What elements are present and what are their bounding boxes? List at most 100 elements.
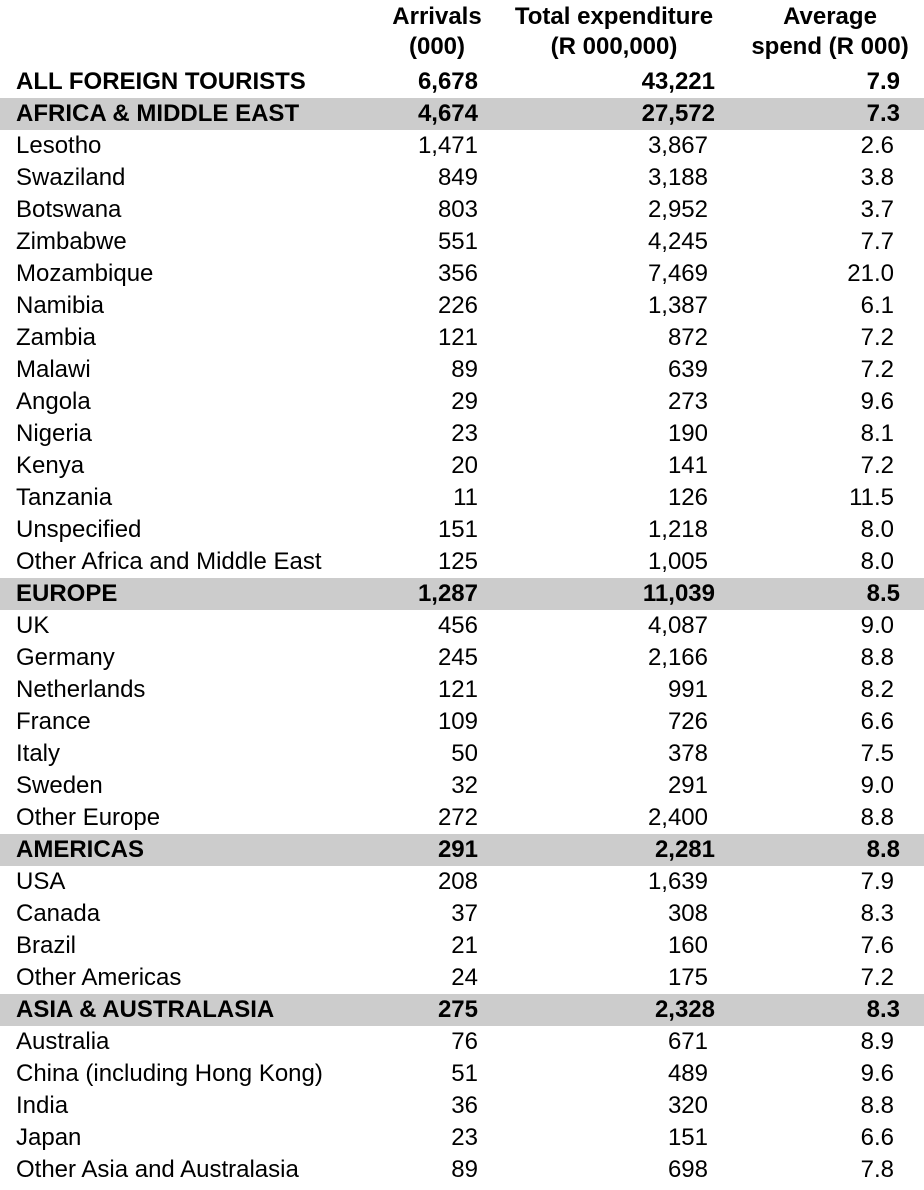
total-expenditure-value: 2,328 — [654, 996, 715, 1023]
header-arrivals: Arrivals (000) — [392, 3, 482, 60]
arrivals-value: 121 — [437, 324, 478, 351]
table-row: Tanzania 11 126 11.5 — [0, 482, 924, 514]
arrivals-value: 6,678 — [417, 68, 478, 95]
table-row: Lesotho 1,471 3,867 2.6 — [0, 130, 924, 162]
average-spend-value: 8.8 — [866, 836, 900, 863]
row-label: India — [16, 1092, 69, 1119]
row-label: AFRICA & MIDDLE EAST — [16, 100, 300, 127]
total-expenditure-value: 3,188 — [647, 164, 708, 191]
table-row: Netherlands 121 991 8.2 — [0, 674, 924, 706]
region-row: AFRICA & MIDDLE EAST 4,674 27,572 7.3 — [0, 98, 924, 130]
average-spend-value: 8.1 — [860, 420, 894, 447]
table-row: China (including Hong Kong) 51 489 9.6 — [0, 1058, 924, 1090]
arrivals-value: 151 — [437, 516, 478, 543]
average-spend-value: 6.6 — [860, 708, 894, 735]
total-expenditure-value: 2,166 — [647, 644, 708, 671]
average-spend-value: 7.9 — [866, 68, 900, 95]
total-expenditure-value: 175 — [667, 964, 708, 991]
row-label: China (including Hong Kong) — [16, 1060, 323, 1087]
row-label: Brazil — [16, 932, 77, 959]
average-spend-value: 8.8 — [860, 1092, 894, 1119]
total-expenditure-value: 43,221 — [641, 68, 715, 95]
row-label: Mozambique — [16, 260, 154, 287]
arrivals-value: 456 — [437, 612, 478, 639]
average-spend-value: 21.0 — [847, 260, 894, 287]
average-spend-value: 7.2 — [860, 452, 894, 479]
total-expenditure-value: 2,400 — [647, 804, 708, 831]
row-label: Australia — [16, 1028, 110, 1055]
table-header: Arrivals (000) Total expenditure (R 000,… — [0, 0, 924, 66]
row-label: Malawi — [16, 356, 91, 383]
row-label: Italy — [16, 740, 61, 767]
row-label: Other Asia and Australasia — [16, 1156, 299, 1183]
row-label: Netherlands — [16, 676, 146, 703]
arrivals-value: 23 — [451, 1124, 478, 1151]
header-total-expenditure: Total expenditure (R 000,000) — [514, 3, 714, 60]
row-label: Canada — [16, 900, 101, 927]
table-row: Other Africa and Middle East 125 1,005 8.0 — [0, 546, 924, 578]
arrivals-value: 803 — [437, 196, 478, 223]
average-spend-value: 8.8 — [860, 804, 894, 831]
row-label: EUROPE — [16, 580, 118, 607]
total-expenditure-value: 320 — [667, 1092, 708, 1119]
arrivals-value: 29 — [451, 388, 478, 415]
row-label: Unspecified — [16, 516, 142, 543]
arrivals-value: 551 — [437, 228, 478, 255]
arrivals-value: 20 — [451, 452, 478, 479]
average-spend-value: 8.3 — [866, 996, 900, 1023]
total-expenditure-value: 27,572 — [641, 100, 715, 127]
arrivals-value: 76 — [451, 1028, 478, 1055]
row-label: Lesotho — [16, 132, 102, 159]
arrivals-value: 226 — [437, 292, 478, 319]
row-label: Angola — [16, 388, 91, 415]
arrivals-value: 11 — [453, 484, 478, 511]
row-label: USA — [16, 868, 66, 895]
average-spend-value: 7.3 — [866, 100, 900, 127]
average-spend-value: 7.2 — [860, 324, 894, 351]
row-label: Swaziland — [16, 164, 126, 191]
row-label: Tanzania — [16, 484, 113, 511]
average-spend-value: 7.2 — [860, 356, 894, 383]
region-row: AMERICAS 291 2,281 8.8 — [0, 834, 924, 866]
arrivals-value: 245 — [437, 644, 478, 671]
total-expenditure-value: 698 — [667, 1156, 708, 1183]
row-label: UK — [16, 612, 50, 639]
table-row: Germany 245 2,166 8.8 — [0, 642, 924, 674]
row-label: Kenya — [16, 452, 85, 479]
total-expenditure-value: 378 — [667, 740, 708, 767]
table-row: Malawi 89 639 7.2 — [0, 354, 924, 386]
arrivals-value: 272 — [437, 804, 478, 831]
arrivals-value: 51 — [451, 1060, 478, 1087]
arrivals-value: 37 — [451, 900, 478, 927]
arrivals-value: 125 — [437, 548, 478, 575]
table-row: Japan 23 151 6.6 — [0, 1122, 924, 1154]
average-spend-value: 7.7 — [860, 228, 894, 255]
arrivals-value: 32 — [451, 772, 478, 799]
table-row: Zambia 121 872 7.2 — [0, 322, 924, 354]
table-row: Other Asia and Australasia 89 698 7.8 — [0, 1154, 924, 1186]
average-spend-value: 6.6 — [860, 1124, 894, 1151]
table-row: Namibia 226 1,387 6.1 — [0, 290, 924, 322]
row-label: Zambia — [16, 324, 97, 351]
total-expenditure-value: 291 — [667, 772, 708, 799]
arrivals-value: 291 — [437, 836, 478, 863]
row-label: Namibia — [16, 292, 105, 319]
total-expenditure-value: 489 — [667, 1060, 708, 1087]
table-row: Other Americas 24 175 7.2 — [0, 962, 924, 994]
total-expenditure-value: 1,218 — [647, 516, 708, 543]
average-spend-value: 8.5 — [866, 580, 900, 607]
total-expenditure-value: 872 — [667, 324, 708, 351]
average-spend-value: 9.0 — [860, 772, 894, 799]
average-spend-value: 8.0 — [860, 548, 894, 575]
row-label: Other Europe — [16, 804, 161, 831]
header-average-spend: Average spend (R 000) — [751, 3, 909, 60]
arrivals-value: 89 — [451, 356, 478, 383]
arrivals-value: 121 — [437, 676, 478, 703]
total-expenditure-value: 991 — [667, 676, 708, 703]
total-expenditure-value: 190 — [667, 420, 708, 447]
arrivals-value: 36 — [451, 1092, 478, 1119]
row-label: ALL FOREIGN TOURISTS — [16, 68, 306, 95]
row-label: Other Americas — [16, 964, 182, 991]
table-row: Botswana 803 2,952 3.7 — [0, 194, 924, 226]
table-row: Zimbabwe 551 4,245 7.7 — [0, 226, 924, 258]
